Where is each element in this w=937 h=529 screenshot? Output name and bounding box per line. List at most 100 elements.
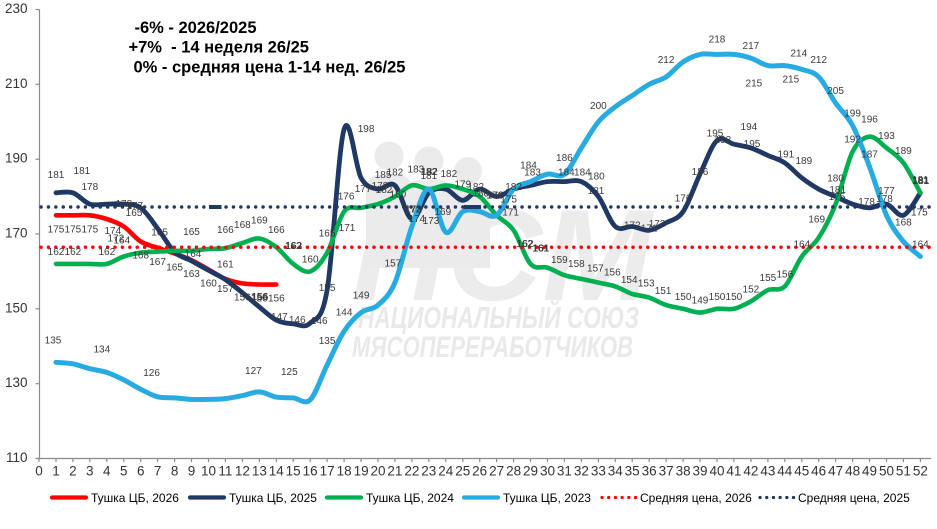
svg-text:151: 151 [655, 286, 672, 297]
svg-text:157: 157 [217, 284, 234, 295]
svg-text:164: 164 [793, 240, 810, 251]
svg-text:46: 46 [811, 464, 826, 479]
svg-text:157: 157 [385, 259, 402, 270]
svg-text:150: 150 [726, 292, 743, 303]
svg-text:32: 32 [574, 464, 589, 479]
svg-text:167: 167 [149, 257, 166, 268]
svg-text:172: 172 [107, 234, 124, 245]
svg-text:26: 26 [472, 464, 487, 479]
svg-text:25: 25 [455, 464, 470, 479]
svg-text:1: 1 [52, 464, 60, 479]
svg-text:180: 180 [472, 189, 489, 200]
svg-text:23: 23 [421, 464, 436, 479]
svg-text:29: 29 [523, 464, 538, 479]
svg-text:184: 184 [574, 168, 591, 179]
svg-text:182: 182 [440, 169, 457, 180]
svg-text:156: 156 [234, 292, 251, 303]
svg-text:153: 153 [638, 279, 655, 290]
svg-text:190: 190 [5, 151, 28, 166]
svg-text:149: 149 [353, 291, 370, 302]
svg-text:171: 171 [339, 223, 356, 234]
svg-text:182: 182 [420, 167, 437, 178]
svg-text:180: 180 [588, 172, 605, 183]
svg-text:5: 5 [120, 464, 128, 479]
svg-text:47: 47 [828, 464, 843, 479]
svg-text:50: 50 [879, 464, 894, 479]
svg-text:МЯСОПЕРЕРАБОТЧИКОВ: МЯСОПЕРЕРАБОТЧИКОВ [352, 331, 633, 364]
svg-text:135: 135 [45, 335, 62, 346]
svg-text:20: 20 [370, 464, 385, 479]
svg-text:161: 161 [217, 260, 234, 271]
svg-text:182: 182 [421, 167, 438, 178]
svg-text:127: 127 [245, 366, 262, 377]
svg-text:31: 31 [557, 464, 572, 479]
svg-text:156: 156 [251, 292, 268, 303]
svg-text:8: 8 [171, 464, 179, 479]
svg-text:134: 134 [93, 345, 110, 356]
svg-text:Тушка ЦБ, 2025: Тушка ЦБ, 2025 [229, 491, 317, 505]
svg-text:161: 161 [533, 244, 550, 255]
svg-text:200: 200 [590, 101, 607, 112]
svg-text:182: 182 [467, 182, 484, 193]
svg-text:4: 4 [103, 464, 111, 479]
svg-text:156: 156 [251, 294, 268, 305]
svg-text:230: 230 [5, 1, 28, 16]
svg-text:152: 152 [743, 284, 760, 295]
svg-text:182: 182 [376, 185, 393, 196]
svg-text:163: 163 [183, 269, 200, 280]
svg-text:217: 217 [743, 41, 760, 52]
svg-text:214: 214 [790, 48, 807, 59]
svg-text:178: 178 [81, 182, 98, 193]
svg-text:164: 164 [113, 236, 130, 247]
svg-text:165: 165 [126, 208, 143, 219]
svg-text:177: 177 [126, 201, 143, 212]
svg-text:171: 171 [502, 207, 519, 218]
svg-text:180: 180 [827, 174, 844, 185]
svg-text:17: 17 [320, 464, 335, 479]
svg-text:169: 169 [808, 215, 825, 226]
svg-text:49: 49 [862, 464, 877, 479]
svg-text:181: 181 [912, 175, 929, 186]
svg-text:15: 15 [286, 464, 301, 479]
svg-text:170: 170 [5, 226, 28, 241]
svg-text:181: 181 [420, 171, 437, 182]
svg-text:24: 24 [438, 464, 454, 479]
svg-text:156: 156 [776, 269, 793, 280]
svg-text:181: 181 [588, 186, 605, 197]
svg-text:125: 125 [281, 367, 298, 378]
svg-text:183: 183 [408, 164, 425, 175]
svg-text:33: 33 [591, 464, 606, 479]
svg-text:205: 205 [827, 86, 844, 97]
svg-text:181: 181 [912, 176, 929, 187]
svg-text:169: 169 [434, 207, 451, 218]
svg-text:176: 176 [675, 194, 692, 205]
svg-text:110: 110 [6, 450, 28, 465]
svg-text:176: 176 [487, 191, 504, 202]
svg-text:38: 38 [676, 464, 691, 479]
svg-text:0: 0 [35, 464, 43, 479]
svg-text:215: 215 [782, 75, 799, 86]
svg-text:42: 42 [743, 464, 758, 479]
svg-text:181: 181 [48, 170, 65, 181]
svg-text:146: 146 [311, 316, 328, 327]
svg-text:Тушка ЦБ, 2023: Тушка ЦБ, 2023 [503, 491, 591, 505]
svg-text:39: 39 [692, 464, 707, 479]
svg-text:195: 195 [707, 129, 724, 140]
svg-text:178: 178 [372, 181, 389, 192]
svg-text:159: 159 [551, 255, 568, 266]
svg-text:196: 196 [861, 115, 878, 126]
svg-text:154: 154 [621, 275, 638, 286]
svg-text:198: 198 [358, 124, 375, 135]
svg-text:40: 40 [709, 464, 724, 479]
svg-text:181: 181 [829, 185, 846, 196]
svg-text:130: 130 [5, 375, 28, 390]
svg-text:166: 166 [268, 225, 285, 236]
svg-text:13: 13 [252, 464, 267, 479]
svg-text:164: 164 [912, 240, 929, 251]
svg-text:193: 193 [878, 131, 895, 142]
svg-text:177: 177 [355, 184, 372, 195]
svg-text:28: 28 [506, 464, 521, 479]
svg-text:189: 189 [895, 146, 912, 157]
svg-text:3: 3 [86, 464, 94, 479]
svg-text:150: 150 [709, 292, 726, 303]
